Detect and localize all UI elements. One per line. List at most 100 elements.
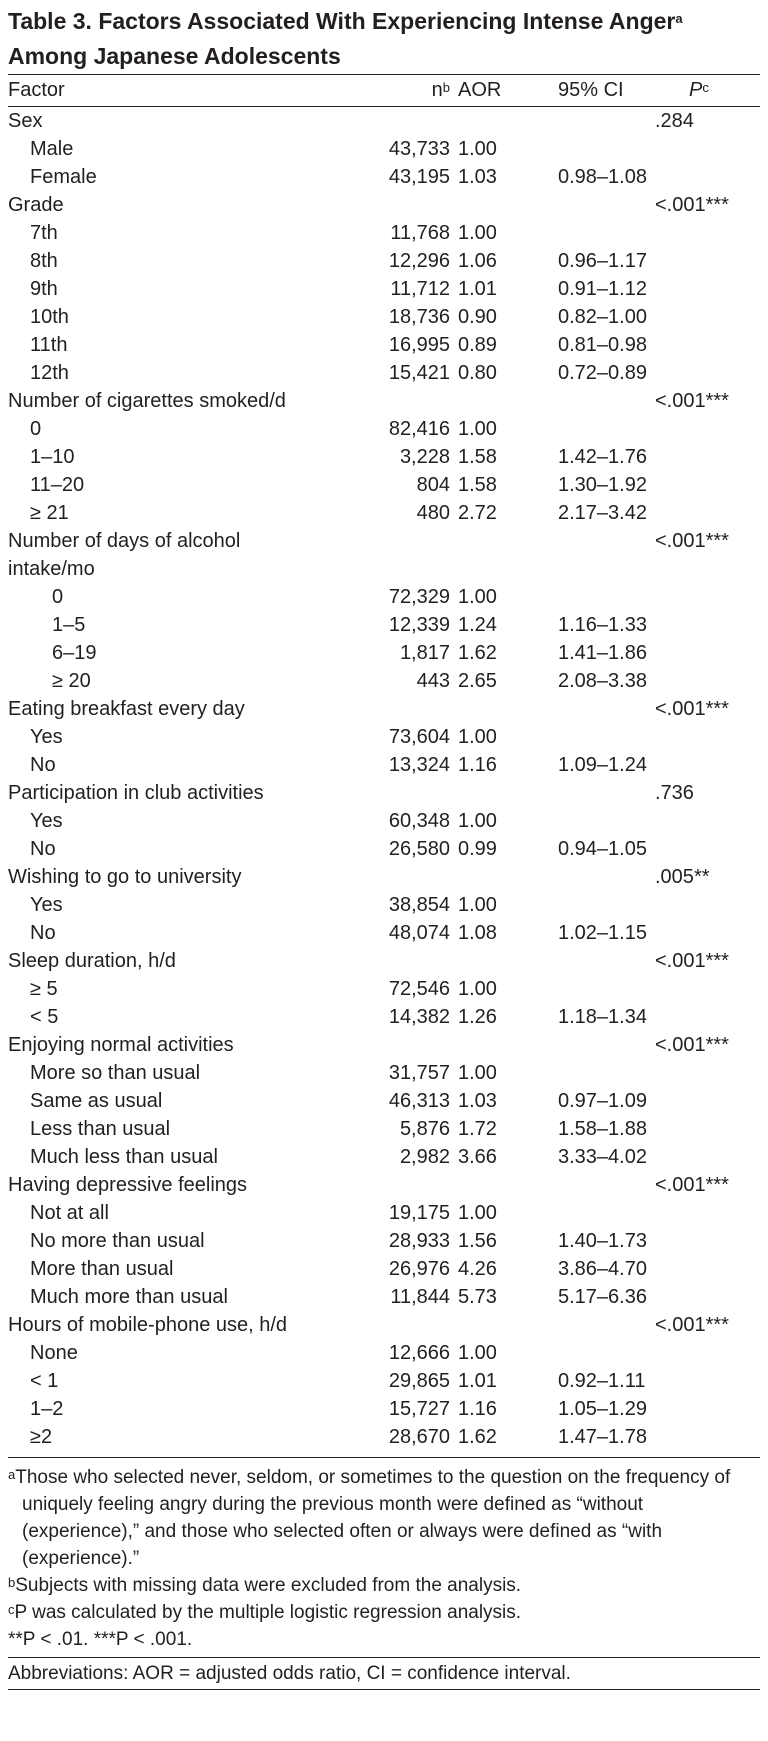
aor-cell: 1.00: [458, 978, 497, 1000]
ci-cell: 3.86–4.70: [558, 1258, 647, 1280]
header-cell: nb: [370, 75, 450, 106]
p-cell: <.001***: [653, 527, 760, 583]
group-row: Hours of mobile-phone use, h/d <.001***: [8, 1311, 760, 1339]
n-cell: 12,666: [388, 1342, 450, 1364]
ci-cell: [546, 779, 653, 807]
n-cell: 43,733: [388, 138, 450, 160]
aor-cell: 1.01: [458, 278, 497, 300]
factor-cell: 9th: [30, 278, 58, 300]
item-row: No 48,074 1.08 1.02–1.15: [8, 919, 760, 947]
p-cell: [653, 583, 760, 611]
n-cell: 5,876: [399, 1118, 450, 1140]
ci-cell: 5.17–6.36: [558, 1286, 647, 1308]
factor-cell: Sex: [8, 110, 43, 132]
p-cell: [653, 975, 760, 1003]
title-sup: a: [675, 11, 683, 26]
p-cell: [653, 611, 760, 639]
footnote-text: Abbreviations: AOR = adjusted odds ratio…: [8, 1663, 571, 1684]
factor-cell: < 1: [30, 1370, 59, 1392]
n-cell: 11,712: [390, 278, 450, 300]
ci-cell: 0.81–0.98: [558, 334, 647, 356]
p-value: <.001: [655, 1314, 706, 1336]
factor-cell: 0: [30, 418, 42, 440]
aor-cell: 1.72: [458, 1118, 497, 1140]
aor-cell: 1.16: [458, 1398, 497, 1420]
aor-cell: 0.90: [458, 306, 497, 328]
footnote-text: **P < .01. ***P < .001.: [8, 1629, 193, 1650]
p-cell: .284: [653, 107, 760, 135]
aor-cell: 1.26: [458, 1006, 497, 1028]
n-cell: [370, 947, 450, 975]
group-row: Eating breakfast every day <.001***: [8, 695, 760, 723]
aor-cell: 1.00: [458, 138, 497, 160]
factor-cell: Much more than usual: [30, 1286, 228, 1308]
aor-cell: [450, 387, 546, 415]
ci-cell: [546, 527, 653, 583]
item-row: Less than usual 5,876 1.72 1.58–1.88: [8, 1115, 760, 1143]
ci-cell: [546, 583, 653, 611]
p-value: .284: [655, 110, 694, 132]
aor-cell: 1.62: [458, 1426, 497, 1448]
p-cell: [653, 331, 760, 359]
aor-cell: [450, 1031, 546, 1059]
item-row: Much less than usual 2,982 3.66 3.33–4.02: [8, 1143, 760, 1171]
p-cell: [653, 415, 760, 443]
n-cell: [370, 191, 450, 219]
item-row: 0 82,416 1.00: [8, 415, 760, 443]
significance: ***: [705, 698, 729, 720]
item-row: 11th 16,995 0.89 0.81–0.98: [8, 331, 760, 359]
p-cell: [653, 1115, 760, 1143]
factor-cell: ≥ 20: [52, 670, 91, 692]
factor-cell: ≥2: [30, 1426, 53, 1448]
factor-cell: < 5: [30, 1006, 59, 1028]
factor-cell: 1–2: [30, 1398, 64, 1420]
aor-cell: 1.24: [458, 614, 497, 636]
ci-cell: 0.97–1.09: [558, 1090, 647, 1112]
item-row: More than usual 26,976 4.26 3.86–4.70: [8, 1255, 760, 1283]
item-row: Yes 60,348 1.00: [8, 807, 760, 835]
group-row: Number of cigarettes smoked/d <.001***: [8, 387, 760, 415]
ci-cell: 0.72–0.89: [558, 362, 647, 384]
group-row: Number of days of alcohol intake/mo <.001…: [8, 527, 760, 583]
n-cell: 29,865: [388, 1370, 450, 1392]
table-title: Table 3. Factors Associated With Experie…: [8, 0, 760, 74]
factor-cell: 7th: [30, 222, 58, 244]
n-cell: 26,976: [388, 1258, 450, 1280]
n-cell: 28,933: [388, 1230, 450, 1252]
p-value: <.001: [655, 698, 706, 720]
item-row: ≥ 20 443 2.65 2.08–3.38: [8, 667, 760, 695]
factor-cell: 12th: [30, 362, 69, 384]
n-cell: 480: [416, 502, 450, 524]
aor-cell: [450, 947, 546, 975]
ci-cell: 1.05–1.29: [558, 1398, 647, 1420]
factor-cell: ≥ 5: [30, 978, 58, 1000]
ci-cell: [546, 1199, 653, 1227]
ci-cell: 0.82–1.00: [558, 306, 647, 328]
item-row: < 5 14,382 1.26 1.18–1.34: [8, 1003, 760, 1031]
ci-cell: 2.08–3.38: [558, 670, 647, 692]
factor-cell: Female: [30, 166, 97, 188]
ci-cell: [546, 219, 653, 247]
aor-cell: [450, 1171, 546, 1199]
factor-cell: Enjoying normal activities: [8, 1034, 234, 1056]
document: Table 3. Factors Associated With Experie…: [8, 0, 760, 1690]
factor-cell: Number of cigarettes smoked/d: [8, 390, 286, 412]
significance: ***: [705, 390, 729, 412]
factor-cell: Yes: [30, 810, 63, 832]
n-cell: 15,421: [388, 362, 450, 384]
aor-cell: [450, 1311, 546, 1339]
header-sup: b: [442, 80, 450, 95]
ci-cell: 3.33–4.02: [558, 1146, 647, 1168]
significance: ***: [705, 194, 729, 216]
factor-cell: Same as usual: [30, 1090, 163, 1112]
footnote-mark: b: [8, 1575, 16, 1590]
item-row: 1–5 12,339 1.24 1.16–1.33: [8, 611, 760, 639]
footnote: bSubjects with missing data were exclude…: [8, 1572, 760, 1599]
footnote: Abbreviations: AOR = adjusted odds ratio…: [8, 1657, 760, 1690]
item-row: 7th 11,768 1.00: [8, 219, 760, 247]
ci-cell: 1.30–1.92: [558, 474, 647, 496]
aor-cell: 1.03: [458, 1090, 497, 1112]
item-row: Same as usual 46,313 1.03 0.97–1.09: [8, 1087, 760, 1115]
aor-cell: 0.89: [458, 334, 497, 356]
aor-cell: 0.80: [458, 362, 497, 384]
